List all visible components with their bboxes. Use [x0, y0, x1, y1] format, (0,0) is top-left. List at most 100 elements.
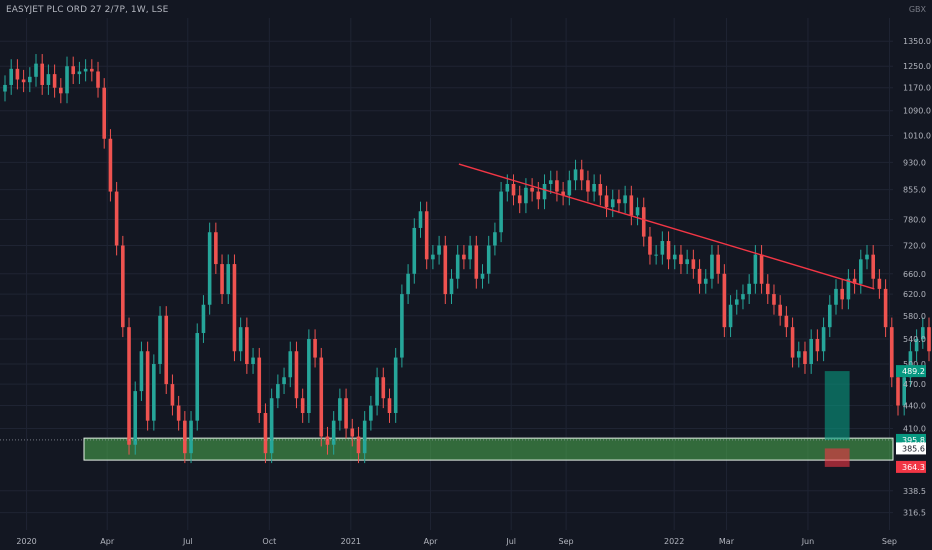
candle-body [238, 327, 243, 352]
candle-body [263, 413, 268, 454]
candle-body [486, 245, 491, 274]
candle-body [276, 384, 280, 399]
x-tick-label: Sep [559, 537, 574, 546]
candle-body [338, 398, 342, 421]
candle-body [406, 273, 410, 295]
candle-body [648, 236, 652, 255]
candle-body [548, 180, 553, 185]
y-tick-label: 930.0 [903, 158, 926, 167]
y-tick-label: 410.0 [903, 424, 926, 433]
candle-body [635, 207, 640, 216]
candle-body [83, 68, 88, 72]
candle-body [772, 294, 776, 305]
candle-body [499, 191, 503, 233]
y-tick-label: 855.0 [903, 186, 926, 195]
candle-body [102, 87, 107, 139]
candle-body [511, 184, 516, 196]
candle-body [170, 384, 175, 406]
candle-body [3, 84, 7, 92]
candle-body [530, 187, 534, 192]
x-tick-label: Apr [100, 537, 115, 546]
candle-body [896, 377, 900, 406]
candle-body [220, 264, 224, 295]
candle-body [480, 273, 485, 279]
candle-body [462, 254, 466, 260]
candle-body [468, 245, 472, 260]
candle-body [127, 327, 131, 445]
candle-body [778, 304, 782, 316]
candle-body [604, 195, 609, 208]
candle-body [536, 191, 541, 200]
candle-body [195, 333, 200, 421]
candle-body [90, 68, 94, 72]
candle-body [251, 357, 255, 364]
candle-body [728, 304, 733, 328]
y-tick-label: 1250.0 [903, 62, 931, 71]
price-label: 395.8 [902, 436, 925, 445]
candle-body [610, 199, 615, 208]
candle-body [232, 264, 237, 352]
candle-body [288, 351, 293, 378]
candle-body [573, 169, 578, 181]
candle-body [245, 327, 249, 364]
candle-body [356, 436, 361, 454]
candle-body [889, 327, 894, 378]
candle-body [325, 436, 330, 445]
candle-body [592, 184, 596, 192]
candle-body [542, 184, 547, 200]
candle-body [641, 207, 646, 237]
candle-body [666, 241, 671, 260]
candle-body [784, 315, 789, 328]
candle-body [350, 428, 355, 437]
candle-body [840, 288, 844, 300]
candle-body [294, 351, 299, 399]
candle-body [474, 245, 479, 279]
candle-body [307, 338, 311, 414]
y-tick-label: 316.5 [903, 509, 926, 518]
candle-body [331, 420, 336, 445]
candle-body [517, 195, 522, 204]
candle-body [883, 288, 888, 328]
candle-body [691, 259, 696, 269]
candle-body [257, 357, 262, 414]
y-tick-label: 1090.0 [903, 107, 931, 116]
candle-body [449, 278, 454, 295]
x-tick-label: 2020 [16, 537, 36, 546]
candle-body [34, 63, 38, 77]
x-tick-label: Apr [424, 537, 439, 546]
candle-body [207, 232, 212, 305]
candle-body [722, 273, 727, 328]
y-tick-label: 620.0 [903, 290, 926, 299]
x-tick-label: Jul [505, 537, 516, 546]
candle-body [381, 377, 386, 399]
candle-body [710, 254, 714, 279]
candle-body [412, 227, 417, 274]
candle-body [747, 283, 751, 295]
candle-body [152, 363, 156, 421]
candle-body [40, 63, 45, 85]
candle-body [443, 245, 448, 295]
candle-body [133, 391, 138, 445]
candle-body [827, 304, 832, 328]
candle-body [629, 195, 634, 216]
candle-body [908, 351, 913, 378]
candle-body [821, 327, 826, 352]
y-tick-label: 338.5 [903, 487, 926, 496]
currency-label: GBX [908, 5, 926, 14]
candle-body [753, 254, 758, 284]
x-tick-label: Oct [262, 537, 276, 546]
candle-body [654, 254, 658, 256]
candle-body [927, 327, 931, 352]
candle-body [555, 180, 559, 192]
candle-body [269, 398, 274, 454]
candle-body [77, 71, 82, 75]
candle-body [375, 377, 379, 406]
candle-body [834, 288, 838, 305]
candle-body [387, 398, 392, 414]
candle-body [400, 294, 404, 358]
candle-body [176, 405, 181, 421]
candle-body [914, 338, 919, 352]
candle-body [424, 211, 429, 260]
candle-body [858, 259, 863, 284]
